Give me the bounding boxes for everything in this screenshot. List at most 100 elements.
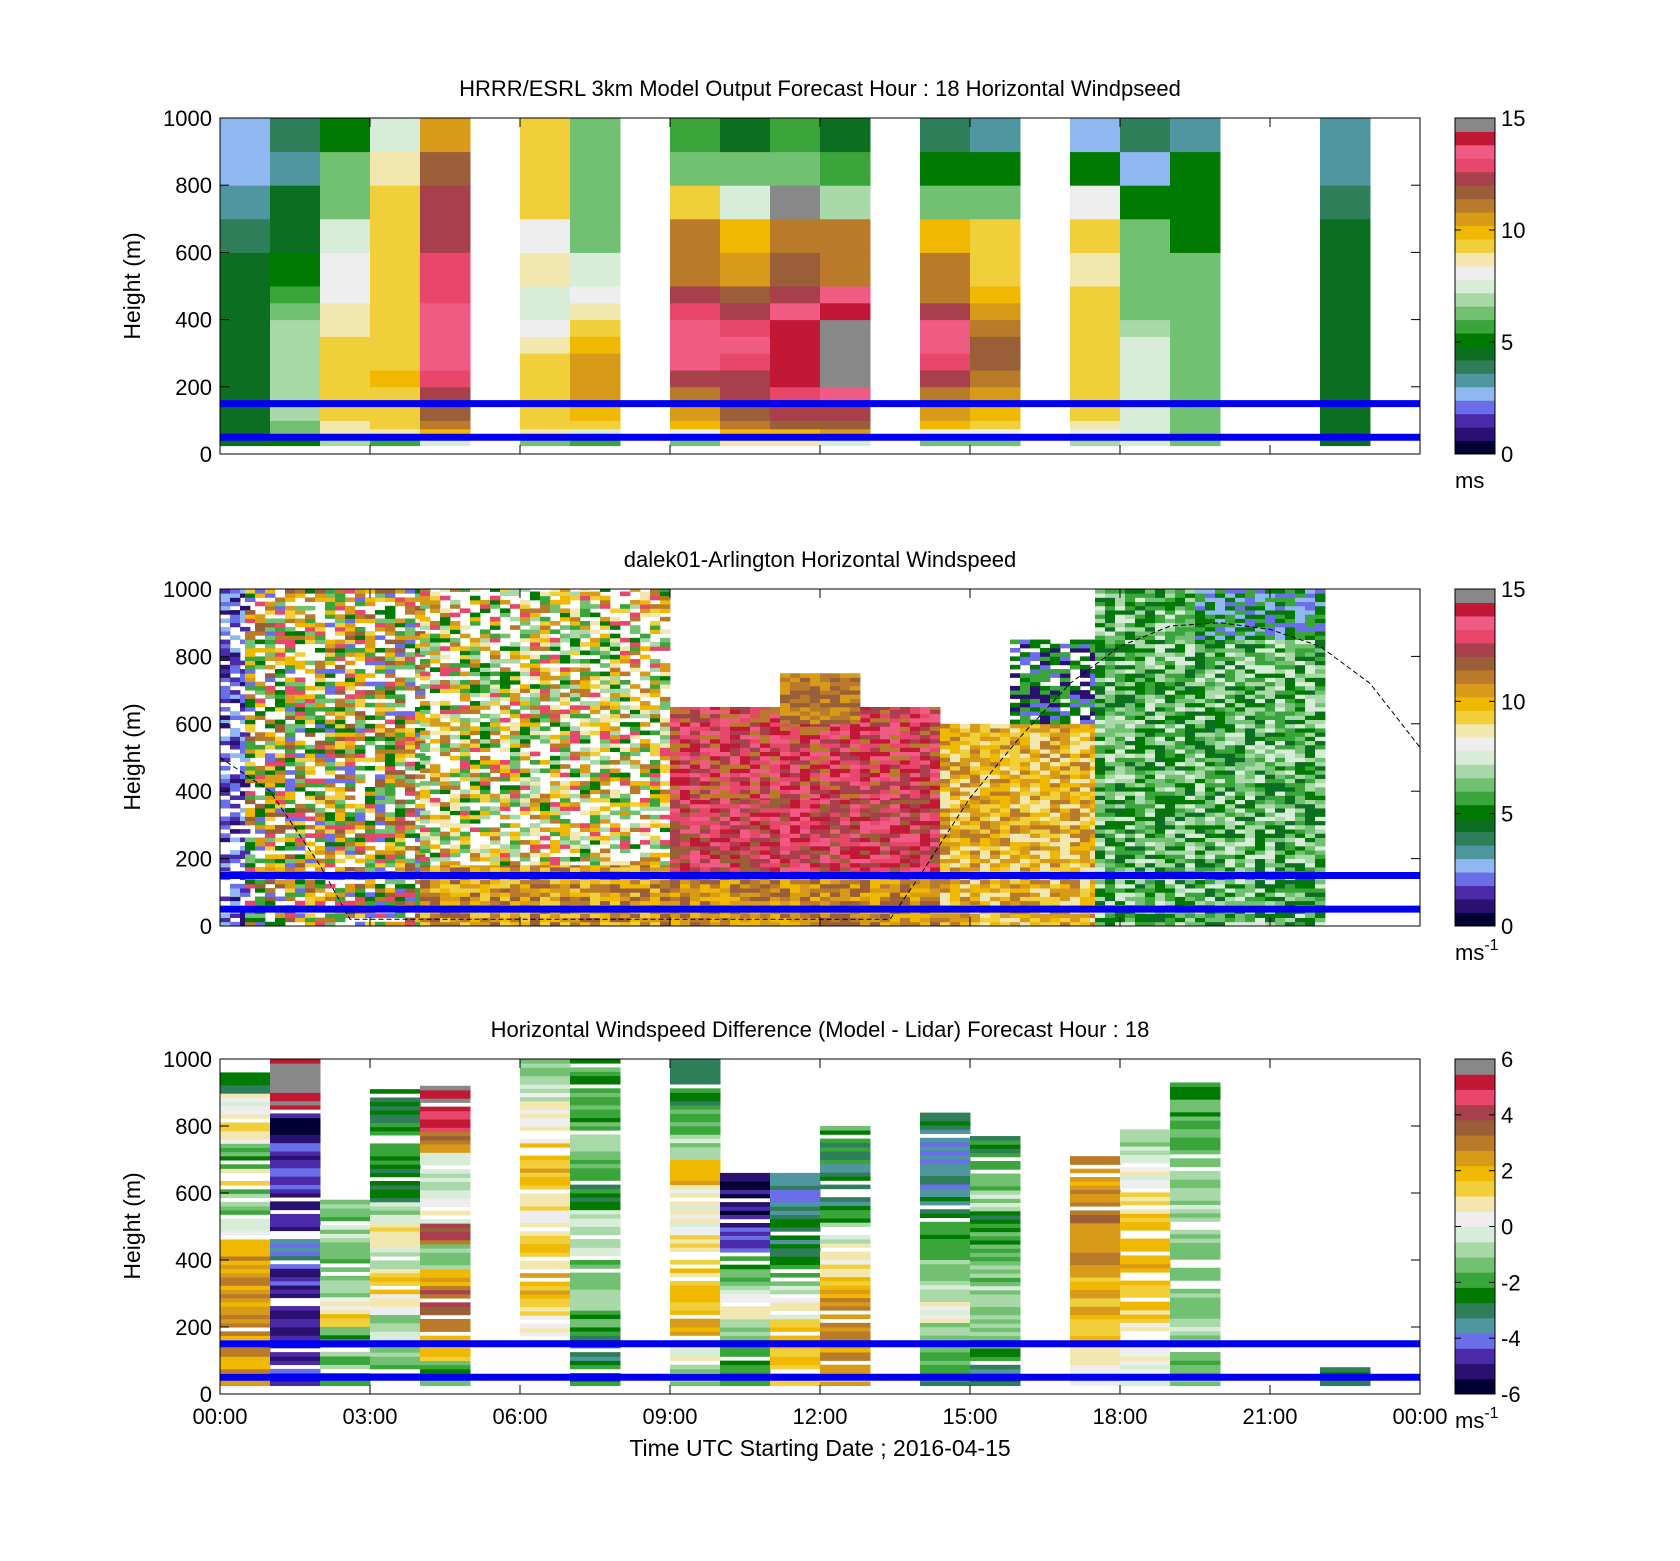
heatmap-cell — [420, 642, 431, 647]
heatmap-cell — [610, 671, 621, 677]
heatmap-cell — [820, 776, 831, 782]
heatmap-cell — [980, 761, 991, 767]
heatmap-cell — [940, 757, 951, 763]
heatmap-cell — [255, 631, 266, 636]
heatmap-cell — [550, 747, 561, 753]
heatmap-cell — [405, 791, 416, 796]
heatmap-cell — [880, 768, 891, 774]
heatmap-cell — [295, 770, 306, 775]
heatmap-cell — [1320, 319, 1371, 337]
heatmap-cell — [530, 654, 541, 660]
heatmap-cell — [355, 845, 366, 851]
heatmap-cell — [540, 917, 551, 923]
heatmap-cell — [355, 850, 366, 855]
heatmap-cell — [385, 728, 396, 733]
heatmap-cell — [470, 760, 481, 765]
heatmap-cell — [385, 858, 396, 864]
heatmap-cell — [610, 743, 621, 748]
heatmap-cell — [800, 755, 811, 761]
heatmap-cell — [710, 722, 721, 727]
heatmap-cell — [315, 706, 326, 712]
heatmap-cell — [315, 808, 326, 813]
heatmap-cell — [275, 854, 286, 859]
heatmap-cell — [265, 732, 276, 737]
heatmap-cell — [700, 845, 711, 851]
heatmap-cell — [335, 728, 346, 733]
heatmap-cell — [930, 921, 941, 926]
heatmap-cell — [940, 867, 951, 872]
heatmap-cell — [650, 591, 661, 597]
heatmap-cell — [740, 896, 751, 902]
heatmap-cell — [780, 808, 791, 813]
heatmap-cell — [850, 888, 861, 893]
heatmap-cell — [305, 862, 316, 868]
heatmap-cell — [520, 667, 531, 672]
heatmap-cell — [820, 690, 831, 695]
heatmap-cell — [540, 865, 551, 868]
heatmap-cell — [395, 749, 406, 754]
heatmap-cell — [610, 823, 621, 828]
heatmap-cell — [630, 892, 641, 897]
heatmap-cell — [220, 319, 271, 337]
heatmap-cell — [620, 679, 631, 685]
heatmap-cell — [500, 696, 511, 702]
heatmap-cell — [265, 761, 276, 767]
heatmap-cell — [540, 713, 551, 719]
heatmap-cell — [430, 827, 441, 833]
heatmap-cell — [520, 776, 531, 782]
heatmap-cell — [440, 667, 451, 672]
heatmap-cell — [840, 715, 851, 720]
heatmap-cell — [650, 921, 661, 926]
heatmap-cell — [800, 816, 811, 822]
heatmap-cell — [470, 743, 481, 748]
heatmap-cell — [220, 403, 271, 421]
heatmap-cell — [1000, 791, 1011, 796]
heatmap-cell — [680, 799, 691, 805]
heatmap-cell — [490, 840, 501, 845]
heatmap-cell — [630, 896, 641, 902]
heatmap-cell — [770, 722, 781, 727]
heatmap-cell — [315, 647, 326, 653]
heatmap-cell — [730, 730, 741, 736]
heatmap-cell — [490, 688, 501, 694]
heatmap-cell — [405, 664, 416, 670]
heatmap-cell — [305, 728, 316, 733]
colorbar-segment — [1455, 252, 1495, 267]
heatmap-cell — [285, 681, 296, 687]
heatmap-cell — [395, 719, 406, 725]
heatmap-cell — [650, 608, 661, 613]
heatmap-cell — [220, 723, 231, 729]
heatmap-cell — [295, 862, 306, 868]
heatmap-cell — [810, 850, 821, 855]
heatmap-cell — [800, 841, 811, 847]
heatmap-cell — [550, 848, 561, 854]
heatmap-cell — [500, 785, 511, 790]
heatmap-cell — [520, 865, 531, 868]
heatmap-cell — [780, 845, 791, 851]
heatmap-cell — [405, 921, 416, 926]
heatmap-cell — [820, 702, 831, 708]
heatmap-cell — [600, 633, 611, 639]
heatmap-cell — [415, 694, 426, 699]
heatmap-cell — [405, 719, 416, 725]
heatmap-cell — [630, 650, 641, 656]
heatmap-cell — [520, 319, 571, 337]
heatmap-cell — [220, 185, 271, 220]
heatmap-cell — [800, 772, 811, 778]
heatmap-cell — [620, 751, 631, 757]
heatmap-cell — [920, 722, 931, 727]
heatmap-cell — [890, 781, 901, 786]
heatmap-cell — [840, 829, 851, 834]
heatmap-cell — [940, 824, 951, 830]
heatmap-cell — [680, 789, 691, 795]
heatmap-cell — [230, 614, 241, 619]
heatmap-cell — [275, 719, 286, 725]
heatmap-cell — [490, 625, 501, 630]
heatmap-cell — [375, 808, 386, 813]
heatmap-cell — [990, 744, 1001, 750]
heatmap-cell — [800, 917, 811, 923]
heatmap-cell — [920, 730, 931, 736]
heatmap-cell — [530, 879, 541, 885]
heatmap-cell — [265, 605, 276, 611]
heatmap-cell — [460, 751, 471, 757]
